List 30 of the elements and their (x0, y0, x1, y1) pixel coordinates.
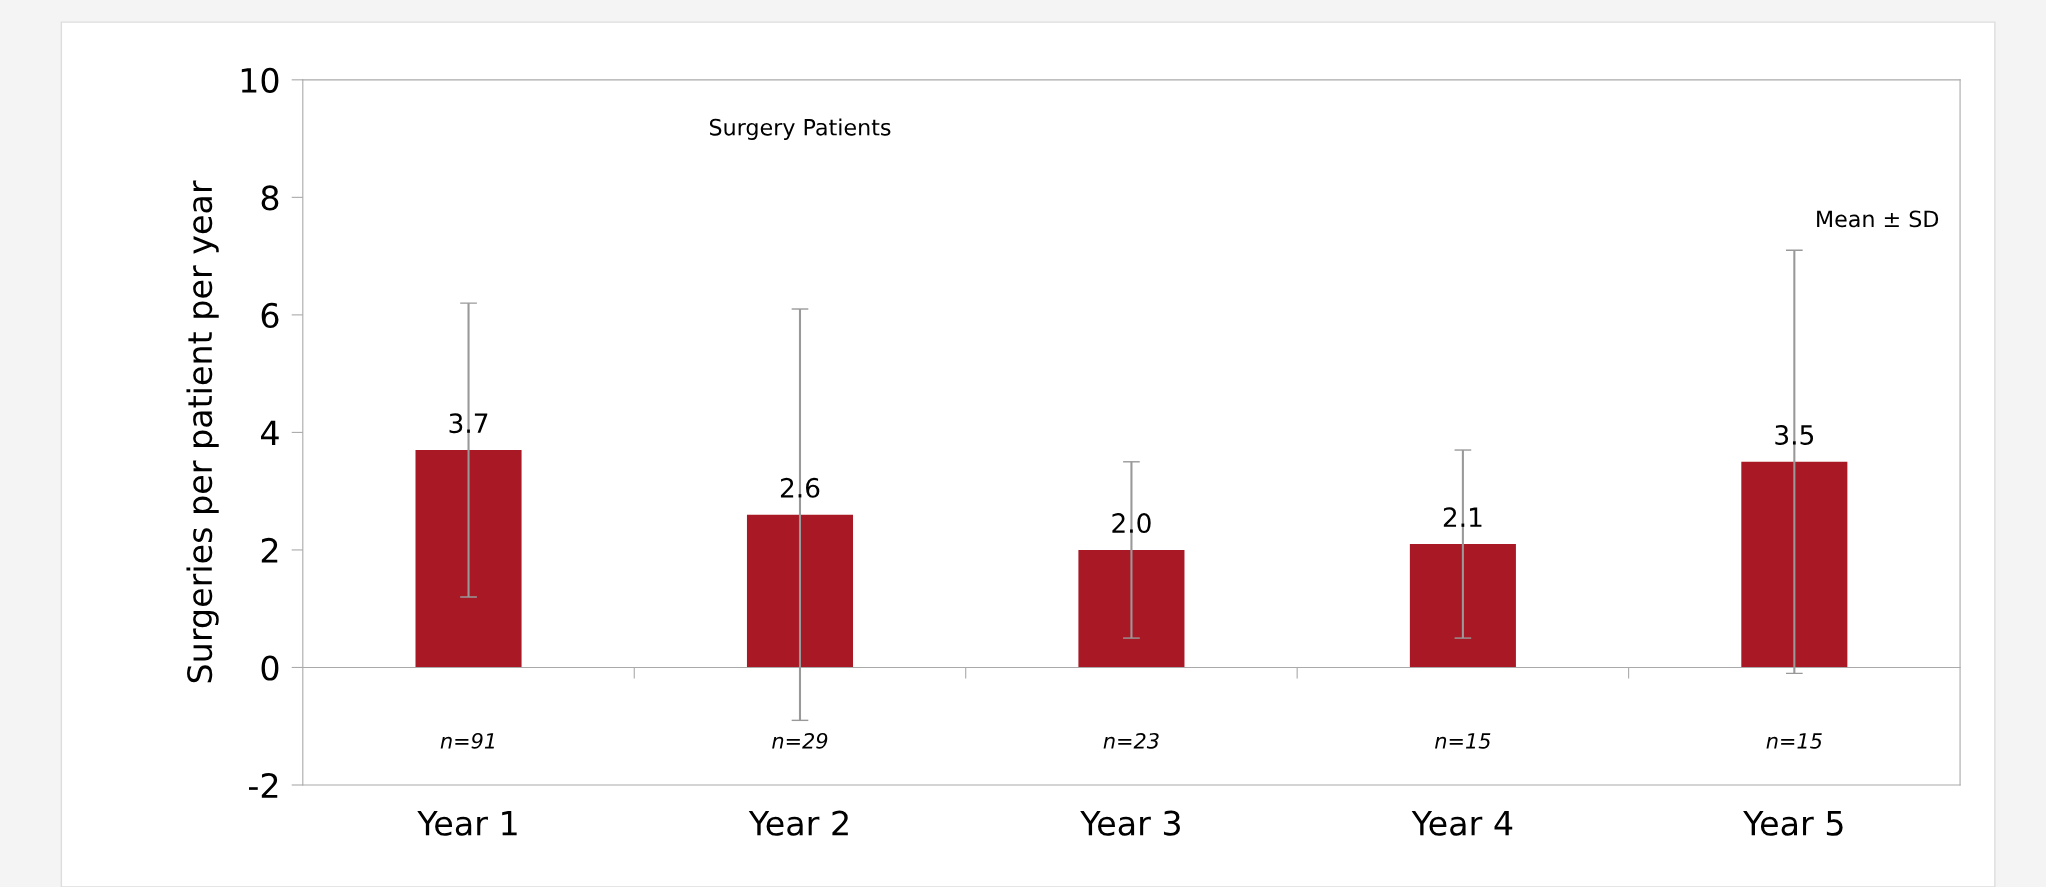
bar (1078, 549, 1185, 668)
annotation: Mean ± SD (1817, 210, 1939, 228)
annotation: n=91 (440, 732, 494, 749)
y-tick-label: 4 (261, 420, 279, 446)
annotation: n=23 (1103, 732, 1159, 749)
text: Surgery Patients (709, 118, 891, 140)
data-label: 2.0 (1112, 513, 1151, 534)
y-tick-label: 8 (261, 185, 279, 211)
x-tick-label: Year 3 (1080, 810, 1180, 836)
y-tick-label: 0 (261, 655, 279, 681)
bar (746, 514, 854, 668)
x-tick-label: Year 1 (417, 811, 517, 836)
y-tick-label: 6 (261, 302, 279, 329)
annotation: n=15 (1435, 733, 1491, 749)
annotation: n=15 (1766, 733, 1822, 749)
data-label: 3.5 (1775, 424, 1814, 445)
x-tick-label: Year 5 (1743, 811, 1843, 836)
bar (1409, 544, 1516, 668)
bar (415, 450, 522, 668)
data-label: 3.7 (449, 413, 488, 434)
y-tick-label: 10 (241, 67, 279, 93)
data-label: 2.1 (1443, 507, 1482, 527)
y-tick-label: -2 (248, 772, 278, 798)
x-tick-label: Year 2 (748, 810, 848, 836)
annotation: n=29 (772, 732, 828, 749)
x-tick-label: Year 4 (1411, 811, 1513, 836)
bar (1741, 461, 1848, 668)
y-tick-label: 2 (261, 537, 278, 563)
data-label: 2.6 (780, 477, 820, 498)
y-axis-title: Surgeries per patient per year (186, 180, 219, 683)
